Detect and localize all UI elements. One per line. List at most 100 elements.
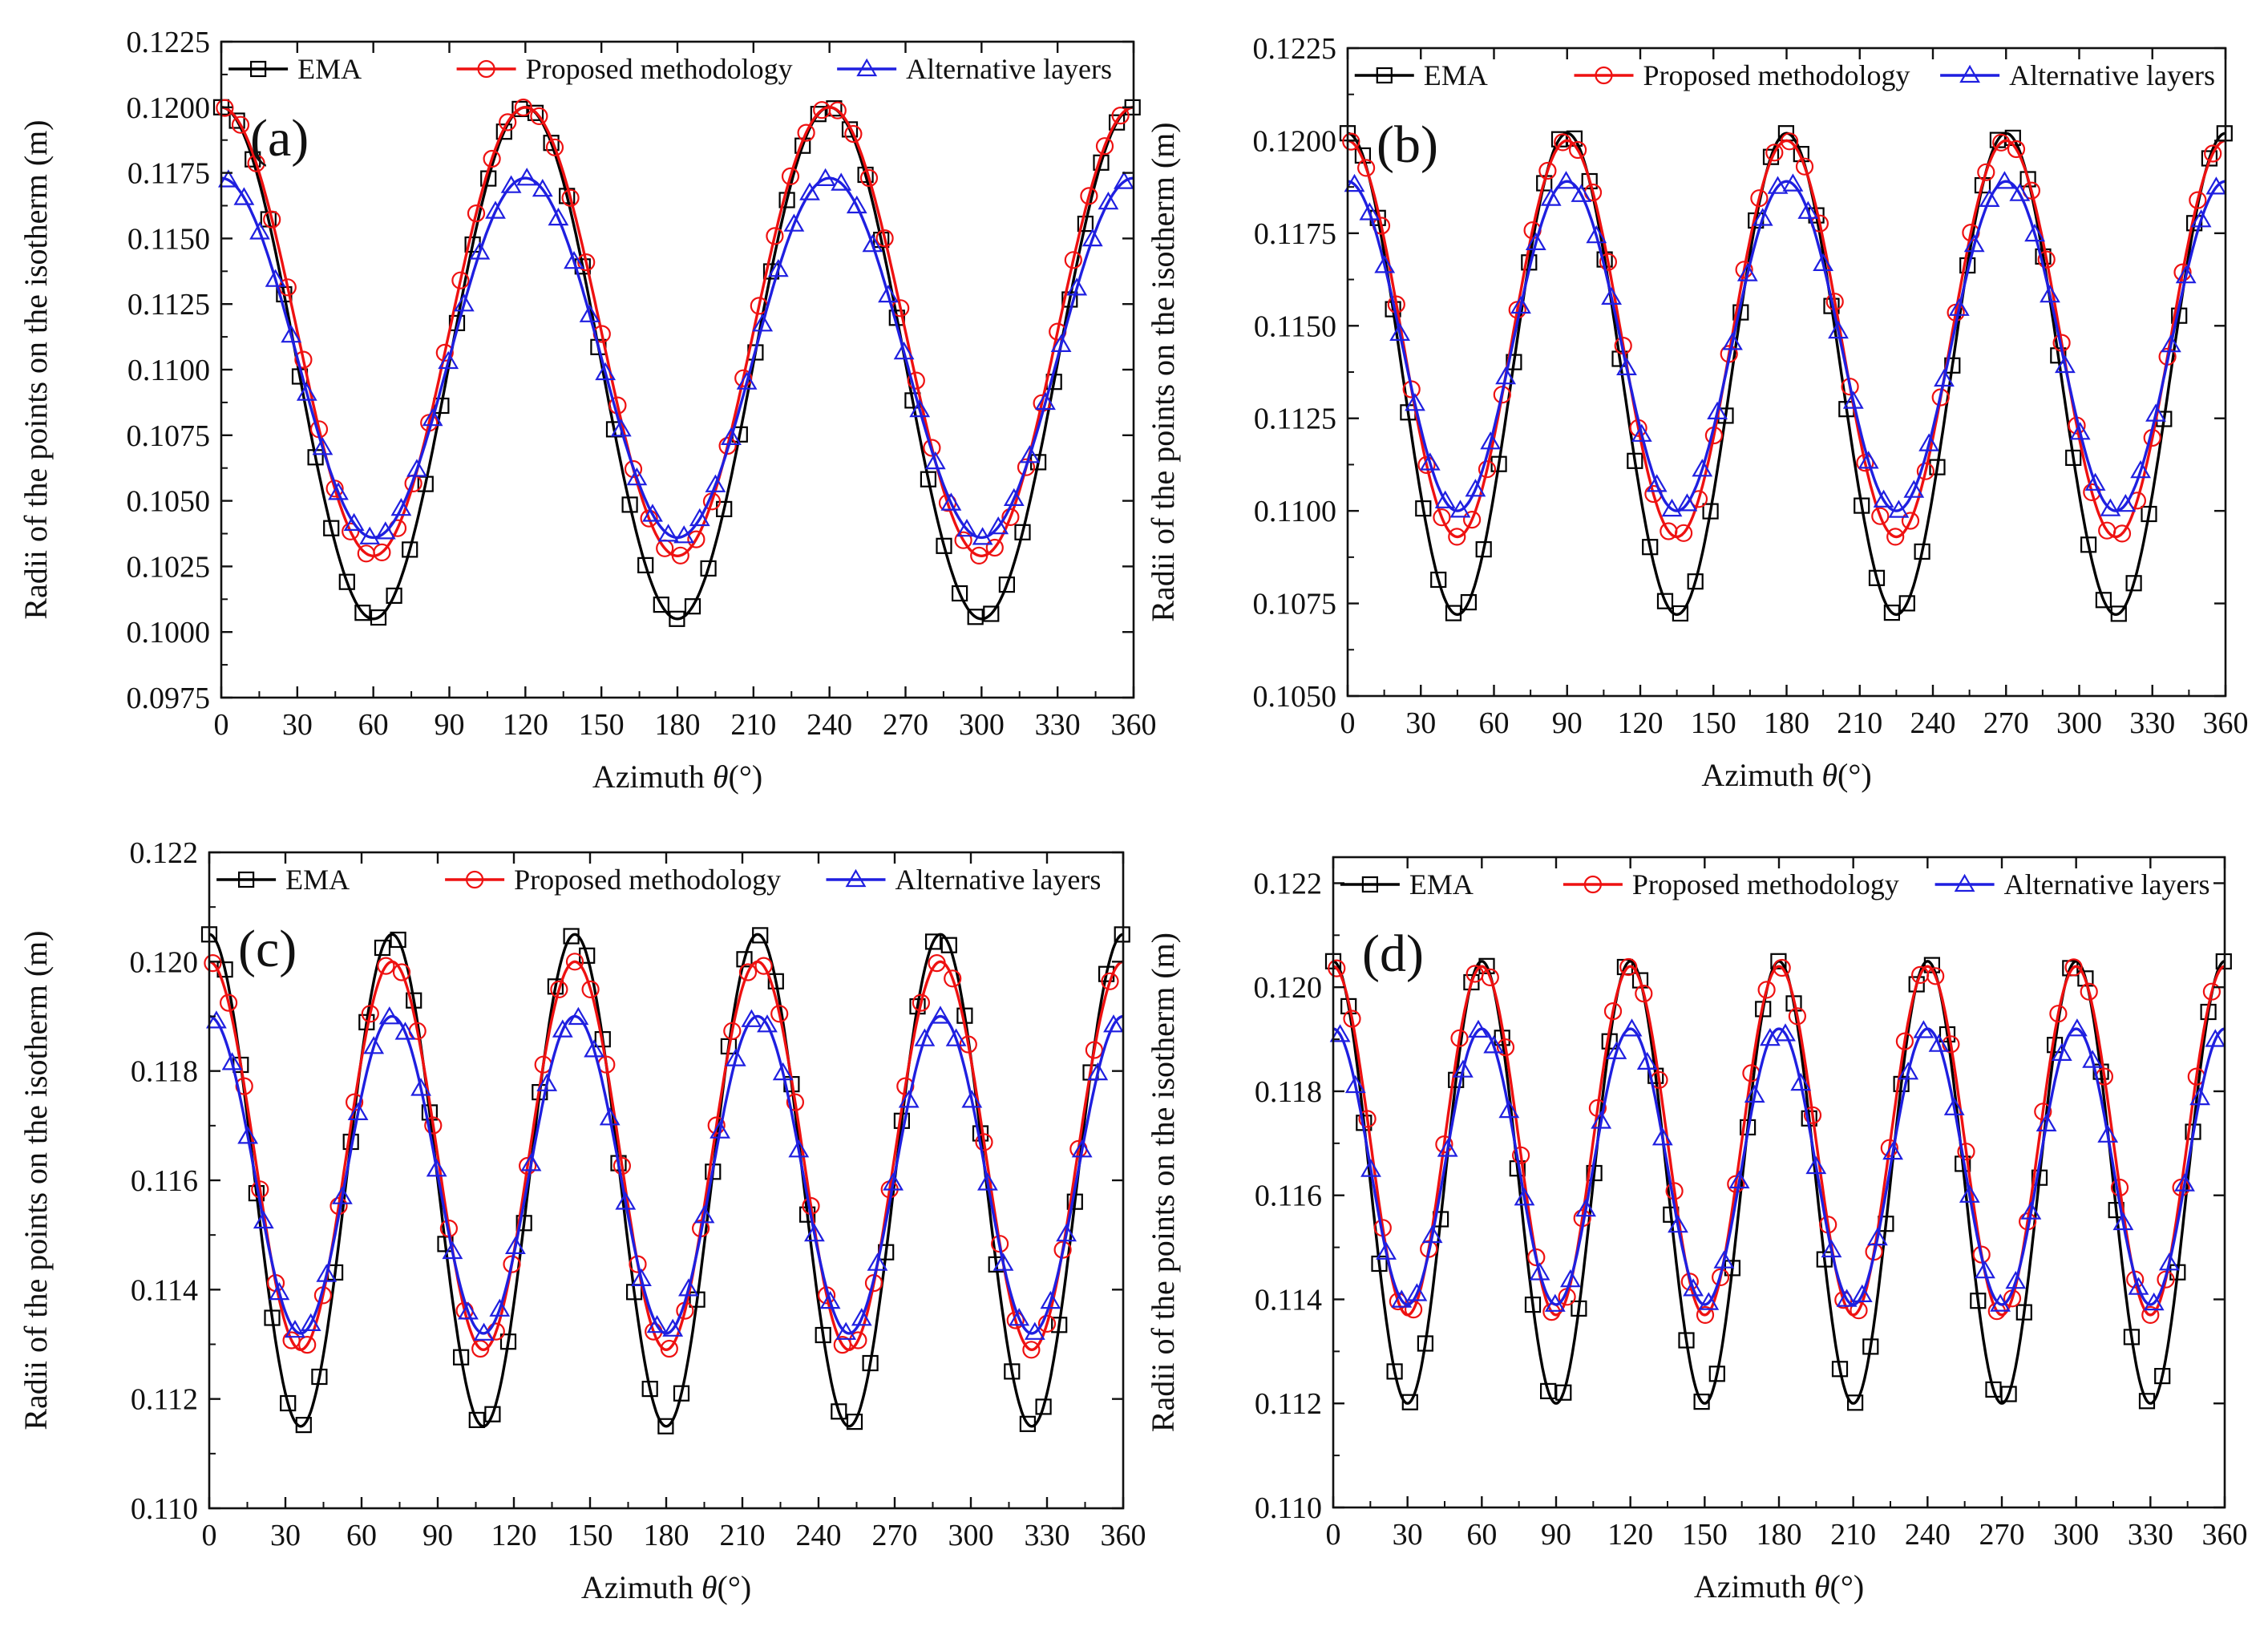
data-point-alternative-layers — [595, 362, 617, 381]
data-point-alternative-layers — [1782, 173, 1804, 192]
data-point-alternative-layers — [631, 1268, 652, 1287]
legend-marker-triangle-icon — [845, 868, 867, 888]
data-point-alternative-layers — [1636, 1051, 1658, 1070]
data-point-proposed-methodology — [435, 343, 454, 362]
data-point-alternative-layers — [520, 1153, 542, 1171]
legend-marker-triangle-icon — [1954, 873, 1975, 892]
data-point-alternative-layers — [757, 1014, 778, 1033]
data-point-alternative-layers — [799, 182, 820, 200]
legend-label: Proposed methodology — [1632, 868, 1899, 900]
data-point-ema — [1035, 1398, 1052, 1415]
x-axis-unit: (°) — [1830, 1568, 1865, 1604]
data-point-alternative-layers — [1575, 1199, 1597, 1217]
x-axis-symbol: θ — [713, 759, 729, 795]
y-tick-label: 0.1050 — [1253, 680, 1337, 714]
data-point-alternative-layers — [1631, 423, 1652, 442]
legend-label: EMA — [1424, 59, 1488, 91]
data-point-proposed-methodology — [944, 969, 962, 988]
y-tick-label: 0.122 — [130, 836, 199, 870]
data-point-alternative-layers — [1376, 1241, 1397, 1260]
data-point-alternative-layers — [422, 408, 443, 427]
data-point-ema — [1445, 605, 1462, 621]
data-point-ema — [1430, 571, 1447, 589]
x-tick-label: 30 — [1393, 1518, 1423, 1552]
x-axis-unit: (°) — [1837, 757, 1872, 793]
data-point-proposed-methodology — [2037, 250, 2056, 269]
data-point-proposed-methodology — [1568, 140, 1587, 160]
x-tick-label: 180 — [1757, 1518, 1802, 1552]
data-point-alternative-layers — [1359, 202, 1381, 221]
data-point-proposed-methodology — [278, 278, 297, 297]
data-point-ema — [924, 933, 942, 950]
x-tick-label: 150 — [579, 708, 625, 742]
x-axis-symbol: θ — [1814, 1568, 1830, 1604]
data-point-ema — [2123, 1329, 2140, 1345]
data-point-proposed-methodology — [1358, 1110, 1377, 1128]
data-point-alternative-layers — [328, 482, 349, 500]
data-point-alternative-layers — [1419, 452, 1441, 471]
data-point-ema — [1702, 503, 1719, 520]
data-point-alternative-layers — [851, 1308, 872, 1326]
data-point-alternative-layers — [2054, 354, 2076, 374]
data-point-proposed-methodology — [1095, 137, 1114, 156]
y-tick-label: 0.116 — [131, 1164, 198, 1198]
data-point-alternative-layers — [736, 371, 758, 390]
data-point-proposed-methodology — [1895, 1032, 1914, 1050]
data-point-alternative-layers — [2069, 422, 2091, 440]
x-axis-label: Azimuth — [1701, 757, 1821, 793]
data-point-alternative-layers — [642, 504, 663, 522]
x-tick-label: 150 — [1691, 706, 1736, 740]
data-point-alternative-layers — [2112, 1212, 2134, 1231]
data-point-alternative-layers — [1975, 1261, 1995, 1279]
data-point-alternative-layers — [1621, 1018, 1643, 1037]
y-axis-title: Radii of the points on the isotherm (m) — [1145, 933, 1181, 1432]
data-point-proposed-methodology — [1328, 959, 1346, 977]
data-point-proposed-methodology — [1462, 510, 1482, 529]
data-point-ema — [1985, 1381, 2002, 1398]
data-point-ema — [846, 1413, 863, 1430]
data-point-alternative-layers — [2097, 1124, 2119, 1143]
panel-label: (b) — [1377, 115, 1438, 174]
data-point-alternative-layers — [1728, 1170, 1750, 1189]
data-point-proposed-methodology — [671, 546, 689, 564]
data-point-ema — [1506, 354, 1522, 370]
data-point-ema — [815, 1326, 831, 1344]
data-point-alternative-layers — [1888, 500, 1910, 518]
y-tick-label: 0.112 — [131, 1383, 198, 1417]
data-point-alternative-layers — [2115, 494, 2137, 512]
data-point-alternative-layers — [835, 1321, 857, 1340]
data-point-alternative-layers — [1468, 1019, 1489, 1038]
data-point-alternative-layers — [1081, 228, 1103, 247]
data-point-alternative-layers — [485, 200, 506, 219]
x-tick-label: 30 — [270, 1519, 301, 1552]
data-point-alternative-layers — [453, 293, 475, 312]
data-point-alternative-layers — [1979, 188, 2000, 207]
data-point-alternative-layers — [956, 519, 977, 537]
data-point-proposed-methodology — [1841, 378, 1859, 396]
data-point-alternative-layers — [1668, 1215, 1688, 1233]
data-point-ema — [2125, 575, 2142, 592]
x-tick-label: 300 — [948, 1519, 994, 1552]
data-point-alternative-layers — [1066, 277, 1088, 296]
plot-frame — [220, 40, 1135, 699]
legend: EMA Proposed methodology Alternative layer… — [216, 864, 1101, 896]
data-point-proposed-methodology — [545, 138, 564, 156]
data-point-proposed-methodology — [718, 436, 737, 455]
data-point-alternative-layers — [1813, 253, 1834, 271]
data-point-alternative-layers — [1540, 188, 1562, 206]
data-point-alternative-layers — [924, 451, 946, 470]
data-point-alternative-layers — [516, 168, 538, 186]
data-point-proposed-methodology — [1064, 251, 1082, 269]
data-point-proposed-methodology — [216, 99, 234, 117]
data-point-alternative-layers — [961, 1090, 983, 1108]
data-point-ema — [1415, 500, 1432, 517]
data-point-ema — [1687, 573, 1704, 590]
data-point-proposed-methodology — [1635, 984, 1653, 1003]
data-point-proposed-methodology — [220, 993, 238, 1012]
data-point-proposed-methodology — [1603, 1002, 1623, 1021]
legend-label: Alternative layers — [2004, 868, 2210, 900]
chart-panel-c: 0 30 60 90 120 150 180 210 240 270 300 330 360 0.110 0… — [18, 836, 1146, 1605]
data-point-ema — [983, 605, 1000, 622]
data-point-alternative-layers — [237, 1126, 259, 1144]
data-point-alternative-layers — [568, 1006, 589, 1026]
